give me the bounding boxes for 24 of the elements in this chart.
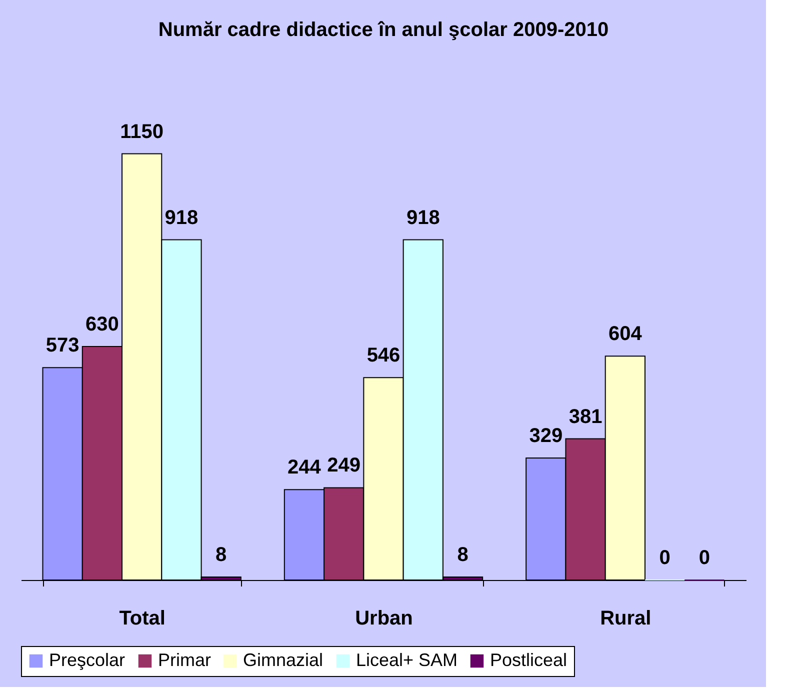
chart-title: Număr cadre didactice în anul şcolar 2009-2010 — [158, 19, 609, 41]
data-label: 573 — [46, 334, 80, 357]
data-label: 8 — [457, 544, 468, 566]
data-label: 1150 — [120, 120, 164, 143]
legend-label: Gimnazial — [243, 650, 324, 670]
data-label: 546 — [366, 344, 400, 367]
legend-label: Postliceal — [490, 650, 568, 670]
legend-label: Primar — [158, 650, 212, 670]
legend-label: Preşcolar — [49, 650, 126, 670]
data-label: 249 — [327, 454, 361, 477]
x-tick-label: Rural — [600, 608, 652, 630]
data-label: 918 — [406, 206, 440, 229]
data-label: 918 — [164, 206, 198, 229]
data-label: 244 — [288, 456, 322, 479]
data-label: 630 — [86, 314, 119, 336]
x-tick-label: Urban — [355, 608, 413, 630]
data-label: 604 — [608, 323, 643, 346]
legend-label: Liceal+ SAM — [356, 650, 458, 670]
data-label: 8 — [216, 544, 227, 566]
data-label: 381 — [568, 406, 602, 428]
x-tick-label: Total — [119, 608, 166, 630]
data-label: 329 — [529, 425, 563, 448]
data-label: 0 — [659, 547, 670, 569]
data-label: 0 — [698, 547, 710, 569]
